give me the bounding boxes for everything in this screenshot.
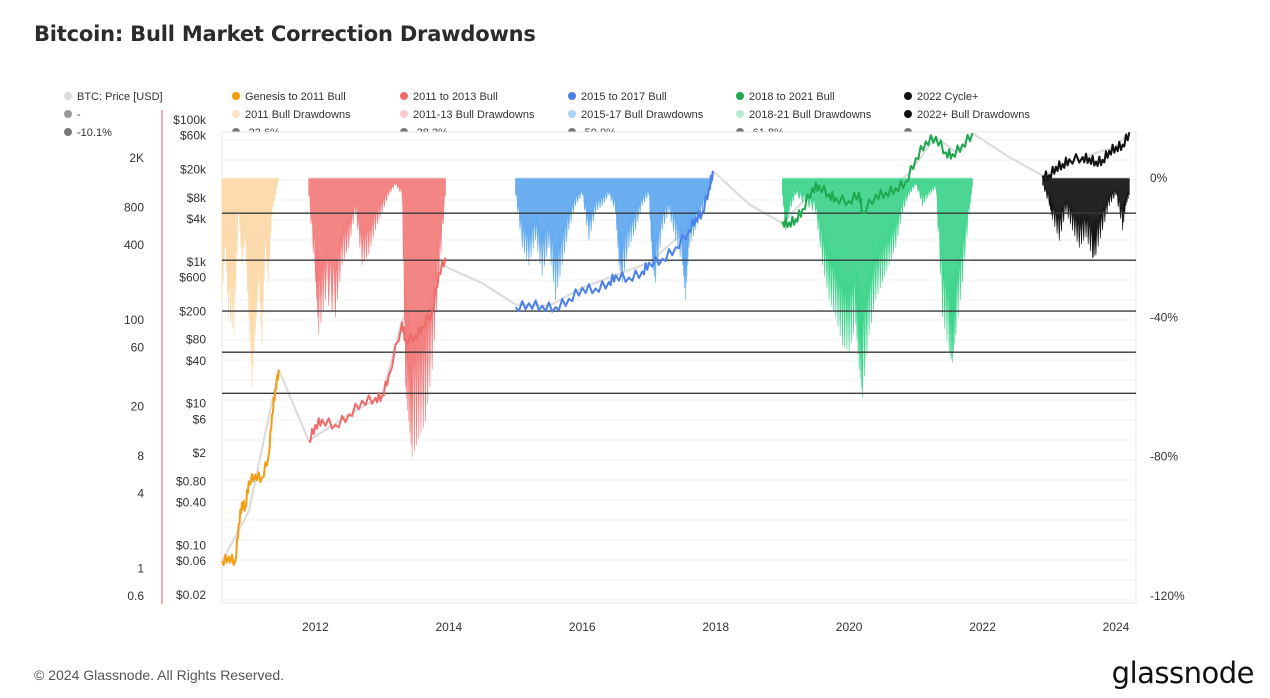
right-axis-tick-label: 0% [1150, 171, 1168, 185]
legend-marker [736, 110, 744, 118]
plot-area [221, 131, 1136, 566]
legend-marker [232, 92, 240, 100]
x-axis-tick-label: 2020 [836, 620, 863, 634]
x-axis-tick-label: 2024 [1103, 620, 1130, 634]
left-axis-tick-label: 400 [124, 238, 144, 252]
price-axis-tick-label: $0.40 [176, 496, 206, 510]
x-axis-tick-label: 2014 [435, 620, 462, 634]
legend-marker [400, 92, 408, 100]
price-axis-tick-label: $0.10 [176, 538, 206, 552]
legend-label: 2015 to 2017 Bull [581, 91, 667, 103]
legend-label: 2011 Bull Drawdowns [245, 109, 351, 121]
right-axis-tick-label: -120% [1150, 589, 1185, 603]
left-axis-tick-label: 1 [137, 561, 144, 575]
drawdown-area [782, 177, 973, 398]
left-axis-tick-label: 4 [137, 487, 144, 501]
legend-marker [64, 110, 72, 118]
left-axis-tick-label: 2K [129, 151, 144, 165]
x-axis-tick-label: 2018 [702, 620, 729, 634]
price-axis-tick-label: $0.06 [176, 554, 206, 568]
bull-price-line [781, 132, 974, 229]
price-axis-tick-label: $60k [180, 129, 207, 143]
chart-title: Bitcoin: Bull Market Correction Drawdown… [34, 22, 536, 46]
bull-price-line [1041, 132, 1131, 182]
price-axis-tick-label: $6 [193, 412, 207, 426]
legend-label: 2022+ Bull Drawdowns [917, 109, 1030, 121]
legend-label: 2018-21 Bull Drawdowns [749, 109, 872, 121]
legend-label: Genesis to 2011 Bull [245, 91, 346, 103]
legend-label: 2011-13 Bull Drawdowns [413, 109, 535, 121]
legend-marker [232, 110, 240, 118]
price-axis-tick-label: $10 [186, 397, 206, 411]
left-axis-tick-label: 100 [124, 313, 144, 327]
price-axis-tick-label: $8k [187, 191, 207, 205]
legend-marker [904, 110, 912, 118]
legend-marker [736, 92, 744, 100]
price-axis-tick-label: $2 [193, 446, 207, 460]
price-axis-tick-label: $40 [186, 354, 206, 368]
x-axis-tick-label: 2016 [569, 620, 596, 634]
footer-copyright: © 2024 Glassnode. All Rights Reserved. [34, 667, 285, 683]
legend-marker [64, 128, 72, 136]
legend-marker [904, 92, 912, 100]
left-axis-tick-label: 0.6 [127, 589, 144, 603]
legend-label: 2022 Cycle+ [917, 91, 978, 103]
price-axis-tick-label: $0.80 [176, 474, 206, 488]
right-axis-tick-label: -40% [1150, 310, 1178, 324]
legend-marker [64, 92, 72, 100]
drawdown-area [1042, 177, 1130, 259]
legend-label: 2011 to 2013 Bull [413, 91, 498, 103]
left-axis-tick-label: 60 [131, 340, 145, 354]
drawdown-area [221, 177, 280, 388]
price-axis-tick-label: $1k [187, 255, 207, 269]
legend-label: -10.1% [77, 127, 112, 139]
legend-marker [400, 110, 408, 118]
drawdown-area [515, 177, 714, 300]
drawdown-area [308, 177, 446, 457]
price-axis-tick-label: $4k [187, 212, 207, 226]
legend-label: BTC: Price [USD] [77, 91, 163, 103]
left-axis-tick-label: 800 [124, 200, 144, 214]
price-axis-tick-label: $600 [179, 271, 206, 285]
legend-marker [568, 92, 576, 100]
legend-label: 2018 to 2021 Bull [749, 91, 835, 103]
glassnode-logo: glassnode [1111, 656, 1255, 690]
x-axis-tick-label: 2022 [969, 620, 996, 634]
x-axis-tick-label: 2012 [302, 620, 329, 634]
bull-price-line [221, 369, 280, 566]
price-axis-tick-label: $0.02 [176, 588, 206, 602]
left-axis-tick-label: 20 [131, 400, 145, 414]
bull-price-line [308, 257, 447, 443]
bull-price-line [514, 170, 714, 313]
legend-label: - [77, 109, 81, 121]
price-axis-tick-label: $200 [179, 304, 206, 318]
legend-marker [568, 110, 576, 118]
right-axis-tick-label: -80% [1150, 450, 1178, 464]
left-axis-tick-label: 8 [137, 449, 144, 463]
price-axis-tick-label: $20k [180, 163, 207, 177]
legend-label: 2015-17 Bull Drawdowns [581, 109, 704, 121]
price-axis-tick-label: $80 [186, 333, 206, 347]
price-axis-tick-label: $100k [173, 113, 207, 127]
